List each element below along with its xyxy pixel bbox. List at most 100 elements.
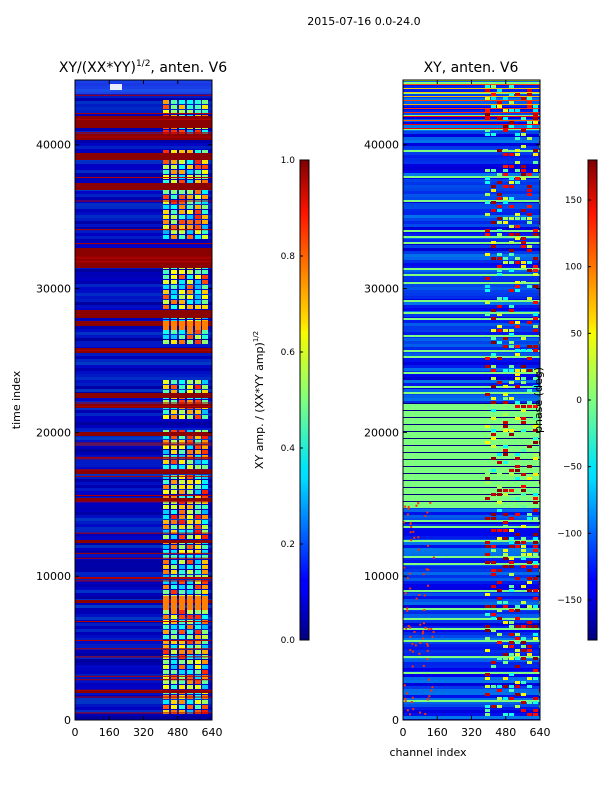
phase-turbulent-cell: [497, 209, 502, 212]
phase-scatter-cell: [427, 678, 430, 681]
phase-turbulent-cell: [515, 377, 520, 380]
phase-turbulent-cell: [491, 417, 496, 420]
phase-turbulent-cell: [497, 697, 502, 700]
phase-turbulent-cell: [485, 129, 490, 132]
phase-turbulent-cell: [491, 469, 496, 472]
phase-top-stripe: [403, 112, 540, 113]
phase-turbulent-cell: [485, 705, 490, 708]
phase-turbulent-cell: [527, 649, 532, 652]
amplitude-flag-band: [75, 498, 212, 501]
amplitude-bright-cell: [202, 445, 208, 449]
amplitude-row-band: [75, 668, 212, 671]
phase-green-line: [403, 230, 540, 232]
amplitude-bright-cell: [163, 650, 169, 654]
amplitude-bright-cell: [163, 340, 169, 344]
amplitude-bright-cell: [171, 640, 177, 644]
phase-turbulent-cell: [533, 121, 538, 124]
phase-turbulent-cell: [509, 433, 514, 436]
amplitude-bright-cell: [171, 710, 177, 714]
phase-turbulent-cell: [515, 633, 520, 636]
amplitude-bright-cell: [171, 485, 177, 489]
phase-green-line: [403, 520, 540, 522]
phase-row-band: [403, 545, 540, 548]
amplitude-bright-cell: [179, 170, 185, 174]
phase-turbulent-cell: [497, 105, 502, 108]
phase-turbulent-cell: [503, 529, 508, 532]
phase-top-stripe: [403, 120, 540, 121]
amplitude-bright-cell: [187, 630, 193, 634]
phase-turbulent-cell: [485, 285, 490, 288]
amplitude-flag-line: [75, 552, 212, 554]
phase-scatter-cell: [406, 577, 409, 580]
phase-turbulent-cell: [521, 625, 526, 628]
amplitude-bright-cell: [163, 680, 169, 684]
amplitude-bright-cell: [202, 585, 208, 589]
amplitude-row-band: [75, 533, 212, 536]
phase-ytick-label: 10000: [364, 570, 399, 583]
amplitude-row-band: [75, 383, 212, 386]
phase-turbulent-cell: [509, 653, 514, 656]
amplitude-row-band: [75, 278, 212, 281]
amplitude-row-band: [75, 671, 212, 674]
phase-turbulent-cell: [515, 177, 520, 180]
phase-turbulent-cell: [521, 485, 526, 488]
phase-turbulent-cell: [515, 289, 520, 292]
phase-turbulent-cell: [485, 673, 490, 676]
phase-turbulent-cell: [491, 629, 496, 632]
phase-turbulent-cell: [491, 665, 496, 668]
phase-row-band: [403, 161, 540, 164]
amplitude-bright-cell: [171, 385, 177, 389]
phase-scatter-cell: [404, 700, 407, 703]
amplitude-row-band: [75, 467, 212, 470]
amplitude-bright-cell: [171, 210, 177, 214]
amplitude-bright-cell: [171, 330, 177, 334]
phase-row-band: [403, 665, 540, 668]
phase-turbulent-cell: [485, 541, 490, 544]
amplitude-row-band: [75, 629, 212, 632]
phase-turbulent-cell: [491, 605, 496, 608]
phase-turbulent-cell: [509, 321, 514, 324]
amplitude-row-band: [75, 527, 212, 530]
phase-scatter-cell: [418, 594, 421, 597]
amplitude-bright-cell: [187, 560, 193, 564]
phase-turbulent-cell: [509, 545, 514, 548]
phase-turbulent-cell: [527, 553, 532, 556]
phase-scatter-cell: [409, 531, 412, 534]
amplitude-bright-cell: [163, 130, 169, 134]
amplitude-bright-cell: [179, 535, 185, 539]
phase-turbulent-cell: [533, 329, 538, 332]
amplitude-bright-cell: [163, 105, 169, 109]
phase-turbulent-cell: [503, 565, 508, 568]
phase-turbulent-cell: [509, 329, 514, 332]
amplitude-bright-cell: [202, 675, 208, 679]
phase-scatter-cell: [427, 628, 430, 631]
amplitude-bright-cell: [179, 100, 185, 104]
amplitude-bright-cell: [202, 530, 208, 534]
phase-scatter-cell: [426, 644, 429, 647]
phase-turbulent-cell: [527, 517, 532, 520]
phase-row-band: [403, 278, 540, 281]
amplitude-bright-cell: [187, 550, 193, 554]
phase-turbulent-cell: [521, 417, 526, 420]
amplitude-bright-cell: [187, 555, 193, 559]
amplitude-flag-line: [75, 578, 212, 580]
amplitude-bright-cell: [171, 505, 177, 509]
amplitude-bright-cell: [171, 510, 177, 514]
amplitude-row-band: [75, 617, 212, 620]
amplitude-bright-cell: [179, 590, 185, 594]
phase-turbulent-cell: [515, 133, 520, 136]
amplitude-bright-cell: [179, 380, 185, 384]
phase-row-band: [403, 518, 540, 521]
amplitude-bright-cell: [179, 230, 185, 234]
phase-turbulent-cell: [509, 269, 514, 272]
amplitude-bright-cell: [163, 550, 169, 554]
amplitude-bright-cell: [163, 335, 169, 339]
amplitude-bright-cell: [163, 700, 169, 704]
phase-scatter-cell: [409, 587, 412, 590]
amplitude-row-band: [75, 233, 212, 236]
amplitude-bright-cell: [163, 385, 169, 389]
phase-flag-gap: [403, 431, 540, 432]
amplitude-row-band: [75, 227, 212, 230]
phase-row-band: [403, 359, 540, 362]
phase-scatter-cell: [415, 504, 418, 507]
